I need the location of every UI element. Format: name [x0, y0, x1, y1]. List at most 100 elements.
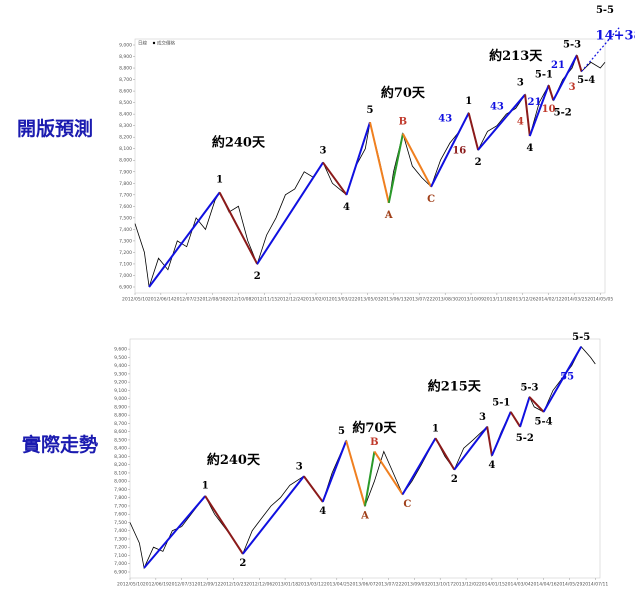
wave-segment: [256, 161, 324, 265]
wave-label: A: [384, 210, 393, 221]
wave-label: 5-4: [535, 416, 553, 427]
y-tick-label: 8,400: [114, 446, 127, 452]
wave-segment: [345, 440, 366, 507]
price-line: [129, 345, 596, 570]
wave-segment: [542, 346, 583, 413]
wave-label: 55: [560, 372, 574, 383]
wave-label: 4: [319, 506, 326, 517]
y-tick-label: 7,200: [119, 250, 132, 256]
x-tick-label: 2013/02/01: [303, 297, 329, 303]
wave-label: B: [399, 117, 407, 128]
x-tick-label: 2014/05/29: [556, 582, 582, 588]
x-tick-label: 2013/12/26: [510, 297, 536, 303]
x-tick-label: 2012/06/19: [143, 582, 169, 588]
wave-label: C: [427, 194, 435, 205]
wave-label: 4: [488, 460, 495, 471]
y-tick-label: 7,100: [119, 261, 132, 267]
wave-label: 約70天: [352, 420, 397, 436]
wave-label: 4: [517, 117, 524, 128]
wave-label: 約70天: [381, 85, 426, 101]
wave-label: A: [360, 510, 369, 521]
x-tick-label: 2012/12/06: [246, 582, 272, 588]
wave-label: 5-5: [572, 332, 590, 343]
x-tick-label: 2013/06/07: [350, 582, 376, 588]
wave-segment: [477, 93, 526, 151]
y-tick-label: 8,400: [119, 112, 132, 118]
y-tick-label: 7,000: [119, 273, 132, 279]
y-tick-label: 8,600: [114, 429, 127, 435]
wave-segment: [528, 84, 550, 137]
wave-segment: [430, 112, 470, 188]
y-tick-label: 6,900: [119, 285, 132, 291]
wave-label: 3: [517, 78, 524, 89]
x-tick-label: 2012/05/10: [122, 297, 148, 303]
y-tick-label: 8,300: [119, 123, 132, 129]
x-tick-label: 2013/09/03: [401, 582, 427, 588]
wave-label: 5-4: [577, 75, 595, 86]
wave-segment: [401, 437, 437, 495]
wave-label: 21: [528, 97, 542, 108]
y-tick-label: 9,200: [114, 380, 127, 386]
wave-label: 2: [451, 474, 458, 485]
y-tick-label: 8,200: [114, 462, 127, 468]
y-tick-label: 7,400: [114, 528, 127, 534]
wave-label: 4: [526, 143, 533, 154]
wave-segment: [434, 437, 456, 471]
wave-label: 5-5: [596, 5, 614, 16]
y-tick-label: 7,500: [119, 215, 132, 221]
wave-segment: [552, 54, 578, 101]
x-tick-label: 2014/05/05: [587, 297, 613, 303]
wave-label: 1: [432, 424, 439, 435]
wave-segment: [528, 396, 545, 413]
wave-label: 43: [438, 113, 452, 124]
y-tick-label: 7,400: [119, 227, 132, 233]
wave-segment: [467, 112, 480, 151]
wave-segment: [581, 27, 620, 72]
y-tick-label: 9,400: [114, 363, 127, 369]
price-line: [134, 54, 606, 288]
x-tick-label: 2012/10/08: [225, 297, 251, 303]
x-tick-label: 2012/08/30: [200, 297, 226, 303]
wave-segment: [519, 396, 531, 428]
y-tick-label: 8,700: [114, 421, 127, 427]
wave-segment: [486, 426, 493, 456]
y-tick-label: 7,000: [114, 561, 127, 567]
y-tick-label: 8,300: [114, 454, 127, 460]
y-tick-label: 8,600: [119, 89, 132, 95]
wave-label: 43: [490, 102, 504, 113]
wave-segment: [303, 475, 324, 503]
y-tick-label: 9,600: [114, 347, 127, 353]
wave-label: 2: [254, 271, 261, 282]
wave-label: 3: [296, 462, 303, 473]
y-tick-label: 8,100: [114, 470, 127, 476]
wave-label: 3: [320, 146, 327, 157]
x-tick-label: 2013/03/12: [298, 582, 324, 588]
y-tick-label: 8,500: [119, 100, 132, 106]
x-tick-label: 2013/06/13: [381, 297, 407, 303]
wave-segment: [364, 451, 376, 507]
wave-segment: [509, 411, 521, 428]
y-tick-label: 7,800: [119, 181, 132, 187]
x-tick-label: 2014/03/04: [505, 582, 531, 588]
wave-label: 5-1: [535, 69, 553, 80]
wave-label: 1: [202, 481, 209, 492]
x-tick-label: 2012/10/23: [220, 582, 246, 588]
y-tick-label: 7,500: [114, 520, 127, 526]
wave-label: 21: [551, 60, 565, 71]
wave-label: 5-1: [492, 397, 510, 408]
wave-label: 約240天: [212, 134, 266, 150]
wave-segment: [453, 426, 488, 471]
y-tick-label: 8,500: [114, 437, 127, 443]
x-tick-label: 2013/05/03: [355, 297, 381, 303]
y-tick-label: 8,100: [119, 146, 132, 152]
wave-segment: [345, 121, 371, 196]
x-tick-label: 2012/07/23: [174, 297, 200, 303]
wave-label: 3: [569, 82, 576, 93]
y-tick-label: 7,700: [114, 503, 127, 509]
wave-label: 2: [239, 558, 246, 569]
wave-segment: [218, 192, 259, 265]
legend-label: 成交價格: [157, 40, 175, 47]
wave-segment: [373, 450, 404, 495]
wave-segment: [547, 85, 555, 101]
wave-segment: [321, 440, 348, 503]
